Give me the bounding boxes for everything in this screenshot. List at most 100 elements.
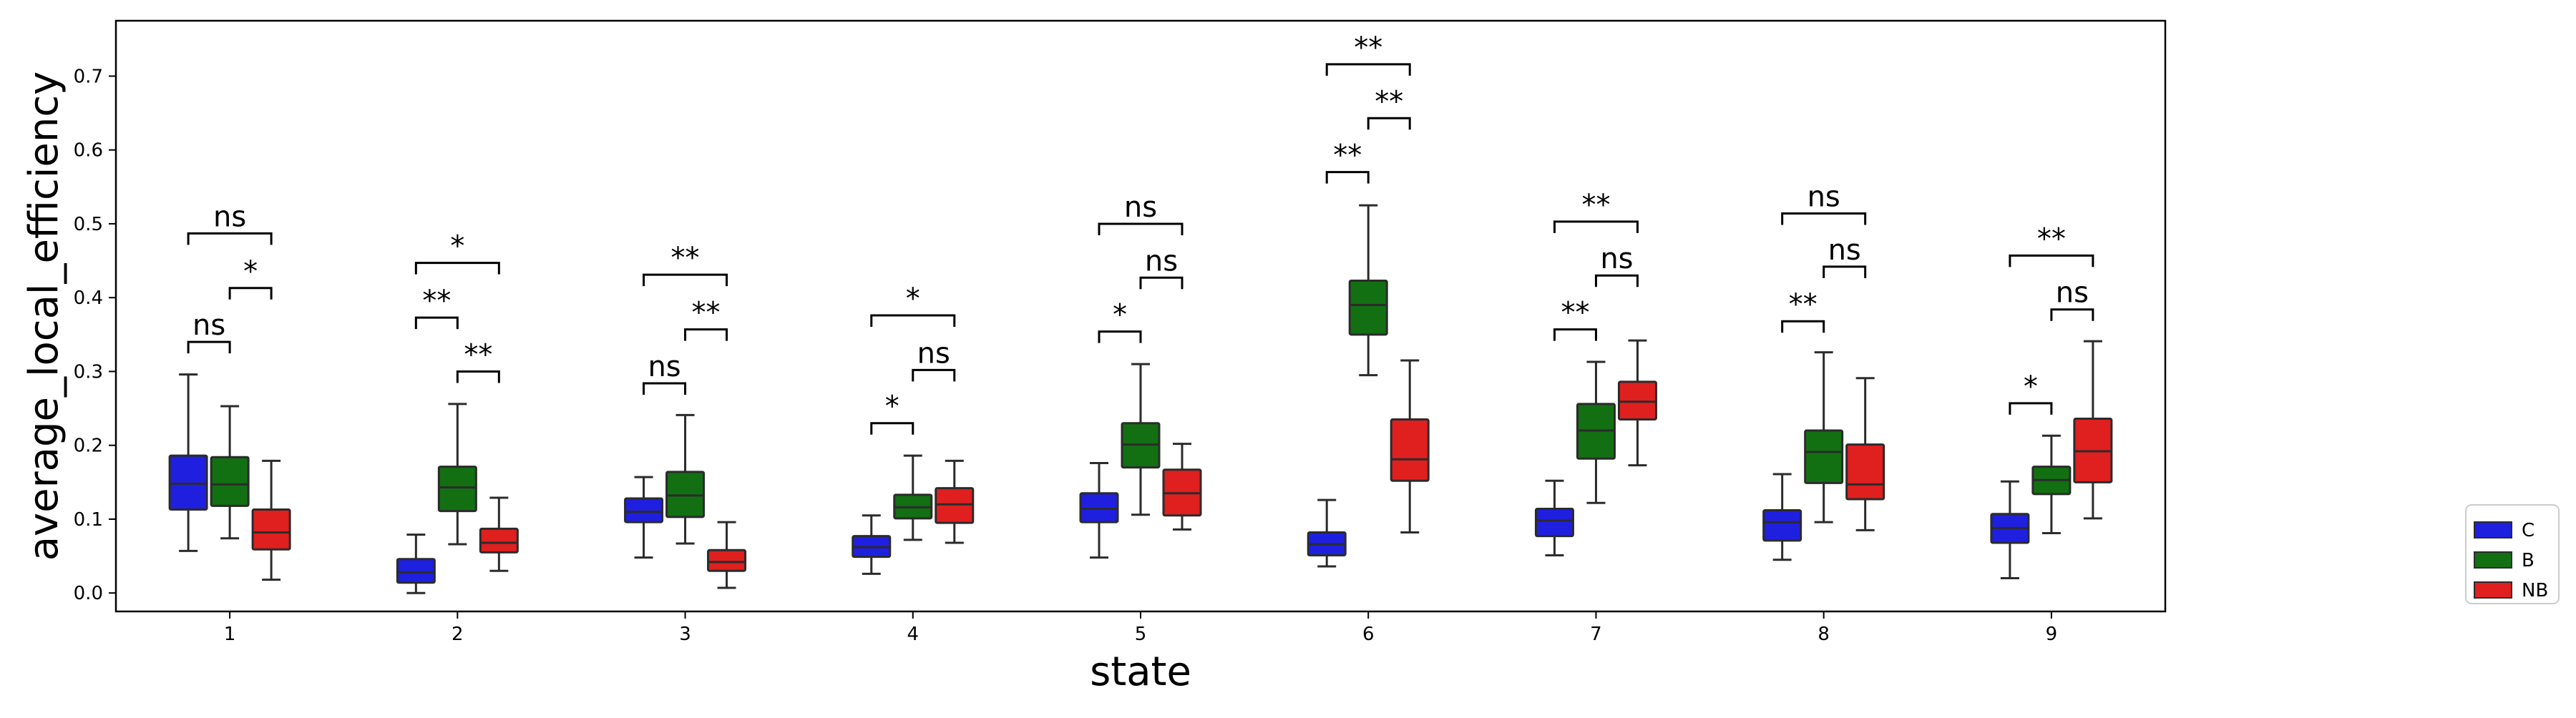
significance-bracket: **: [684, 297, 728, 341]
bracket-line: [1781, 212, 1867, 225]
significance-bracket: *: [870, 390, 914, 435]
significance-label: **: [1561, 297, 1589, 330]
y-tick-label: 0.4: [74, 287, 103, 309]
box-NB-state-8: [1845, 377, 1885, 531]
box-NB-state-3: [707, 521, 747, 589]
significance-bracket: **: [414, 285, 459, 330]
box-NB-state-6: [1390, 359, 1430, 534]
box-NB-state-9: [2073, 340, 2113, 520]
significance-bracket: *: [1098, 299, 1142, 343]
bracket-line: [912, 368, 956, 382]
box-iqr: [1390, 418, 1430, 482]
bracket-line: [1325, 63, 1411, 76]
significance-label: **: [1789, 288, 1818, 321]
significance-label: **: [1333, 139, 1362, 172]
significance-bracket: ns: [1098, 191, 1184, 235]
legend: CB NB: [2465, 504, 2560, 604]
box-iqr: [437, 466, 477, 513]
significance-label: ns: [1600, 242, 1633, 275]
box-C-state-6: [1307, 498, 1347, 568]
box-C-state-7: [1534, 479, 1574, 557]
box-iqr: [396, 558, 436, 584]
significance-bracket: ns: [912, 337, 956, 382]
legend-swatch-B: [2474, 551, 2512, 569]
significance-bracket: ns: [187, 309, 231, 354]
box-C-state-4: [852, 514, 892, 575]
y-tick-label: 0.0: [74, 583, 103, 604]
significance-bracket: *: [870, 282, 956, 327]
significance-bracket: **: [1325, 139, 1370, 184]
significance-label: **: [1354, 31, 1382, 64]
bracket-line: [684, 328, 728, 341]
bracket-line: [1325, 171, 1370, 184]
box-iqr: [1845, 443, 1885, 501]
box-B-state-6: [1348, 204, 1388, 377]
box-iqr: [168, 454, 208, 511]
legend-swatch-NB: [2474, 581, 2512, 599]
y-tick-label: 0.6: [74, 140, 103, 162]
box-iqr: [251, 508, 291, 551]
x-tick-label: 9: [2046, 624, 2058, 645]
bracket-line: [414, 316, 459, 330]
box-C-state-9: [1990, 480, 2030, 580]
box-C-state-3: [624, 476, 664, 559]
significance-bracket: *: [228, 255, 273, 300]
bracket-line: [456, 370, 500, 383]
bracket-line: [1098, 222, 1184, 235]
significance-bracket: ns: [2050, 277, 2094, 321]
bracket-line: [187, 340, 231, 354]
significance-label: *: [885, 390, 899, 423]
legend-label-C: C: [2522, 520, 2534, 541]
significance-bracket: **: [2009, 222, 2094, 267]
significance-label: **: [671, 242, 700, 275]
box-iqr: [1348, 279, 1388, 336]
significance-bracket: **: [1553, 297, 1597, 341]
legend-label-B: B: [2522, 550, 2534, 571]
x-tick-label: 6: [1362, 624, 1375, 645]
bracket-line: [1098, 330, 1142, 343]
y-tick-label: 0.2: [74, 436, 103, 457]
box-iqr: [1534, 507, 1574, 538]
significance-label: ns: [1828, 234, 1861, 267]
significance-label: **: [1375, 85, 1403, 118]
box-iqr: [210, 456, 250, 507]
box-iqr: [1617, 380, 1657, 421]
box-iqr: [1079, 492, 1119, 523]
x-tick-label: 4: [907, 624, 919, 645]
x-tick-label: 3: [679, 624, 691, 645]
box-iqr: [665, 471, 706, 518]
significance-label: ns: [2056, 277, 2089, 310]
box-C-state-1: [168, 373, 208, 552]
box-B-state-1: [210, 405, 250, 540]
significance-label: ns: [1124, 191, 1157, 224]
significance-bracket: **: [643, 242, 728, 287]
box-iqr: [707, 549, 747, 572]
box-B-state-2: [437, 403, 477, 546]
x-tick-label: 7: [1590, 624, 1602, 645]
significance-bracket: **: [1553, 189, 1639, 233]
box-B-state-3: [665, 413, 706, 545]
significance-label: ns: [917, 337, 950, 370]
significance-label: **: [1581, 189, 1610, 222]
box-iqr: [935, 487, 975, 524]
box-B-state-4: [893, 454, 933, 541]
x-tick-label: 2: [452, 624, 464, 645]
box-iqr: [624, 497, 664, 523]
box-C-state-8: [1762, 473, 1802, 561]
bracket-line: [1781, 320, 1825, 333]
x-tick-label: 5: [1135, 624, 1147, 645]
y-axis-title: average_local_efficiency: [21, 72, 67, 561]
box-iqr: [1762, 509, 1802, 542]
significance-label: *: [2024, 370, 2038, 403]
box-B-state-8: [1804, 351, 1844, 523]
bracket-line: [1553, 220, 1639, 233]
significance-label: ns: [213, 200, 246, 233]
x-tick-label: 1: [224, 624, 236, 645]
bracket-line: [643, 382, 687, 395]
bracket-line: [228, 287, 273, 300]
bracket-line: [2050, 308, 2094, 321]
bracket-line: [1367, 117, 1411, 130]
significance-label: **: [464, 338, 492, 371]
significance-bracket: ns: [1139, 245, 1184, 290]
